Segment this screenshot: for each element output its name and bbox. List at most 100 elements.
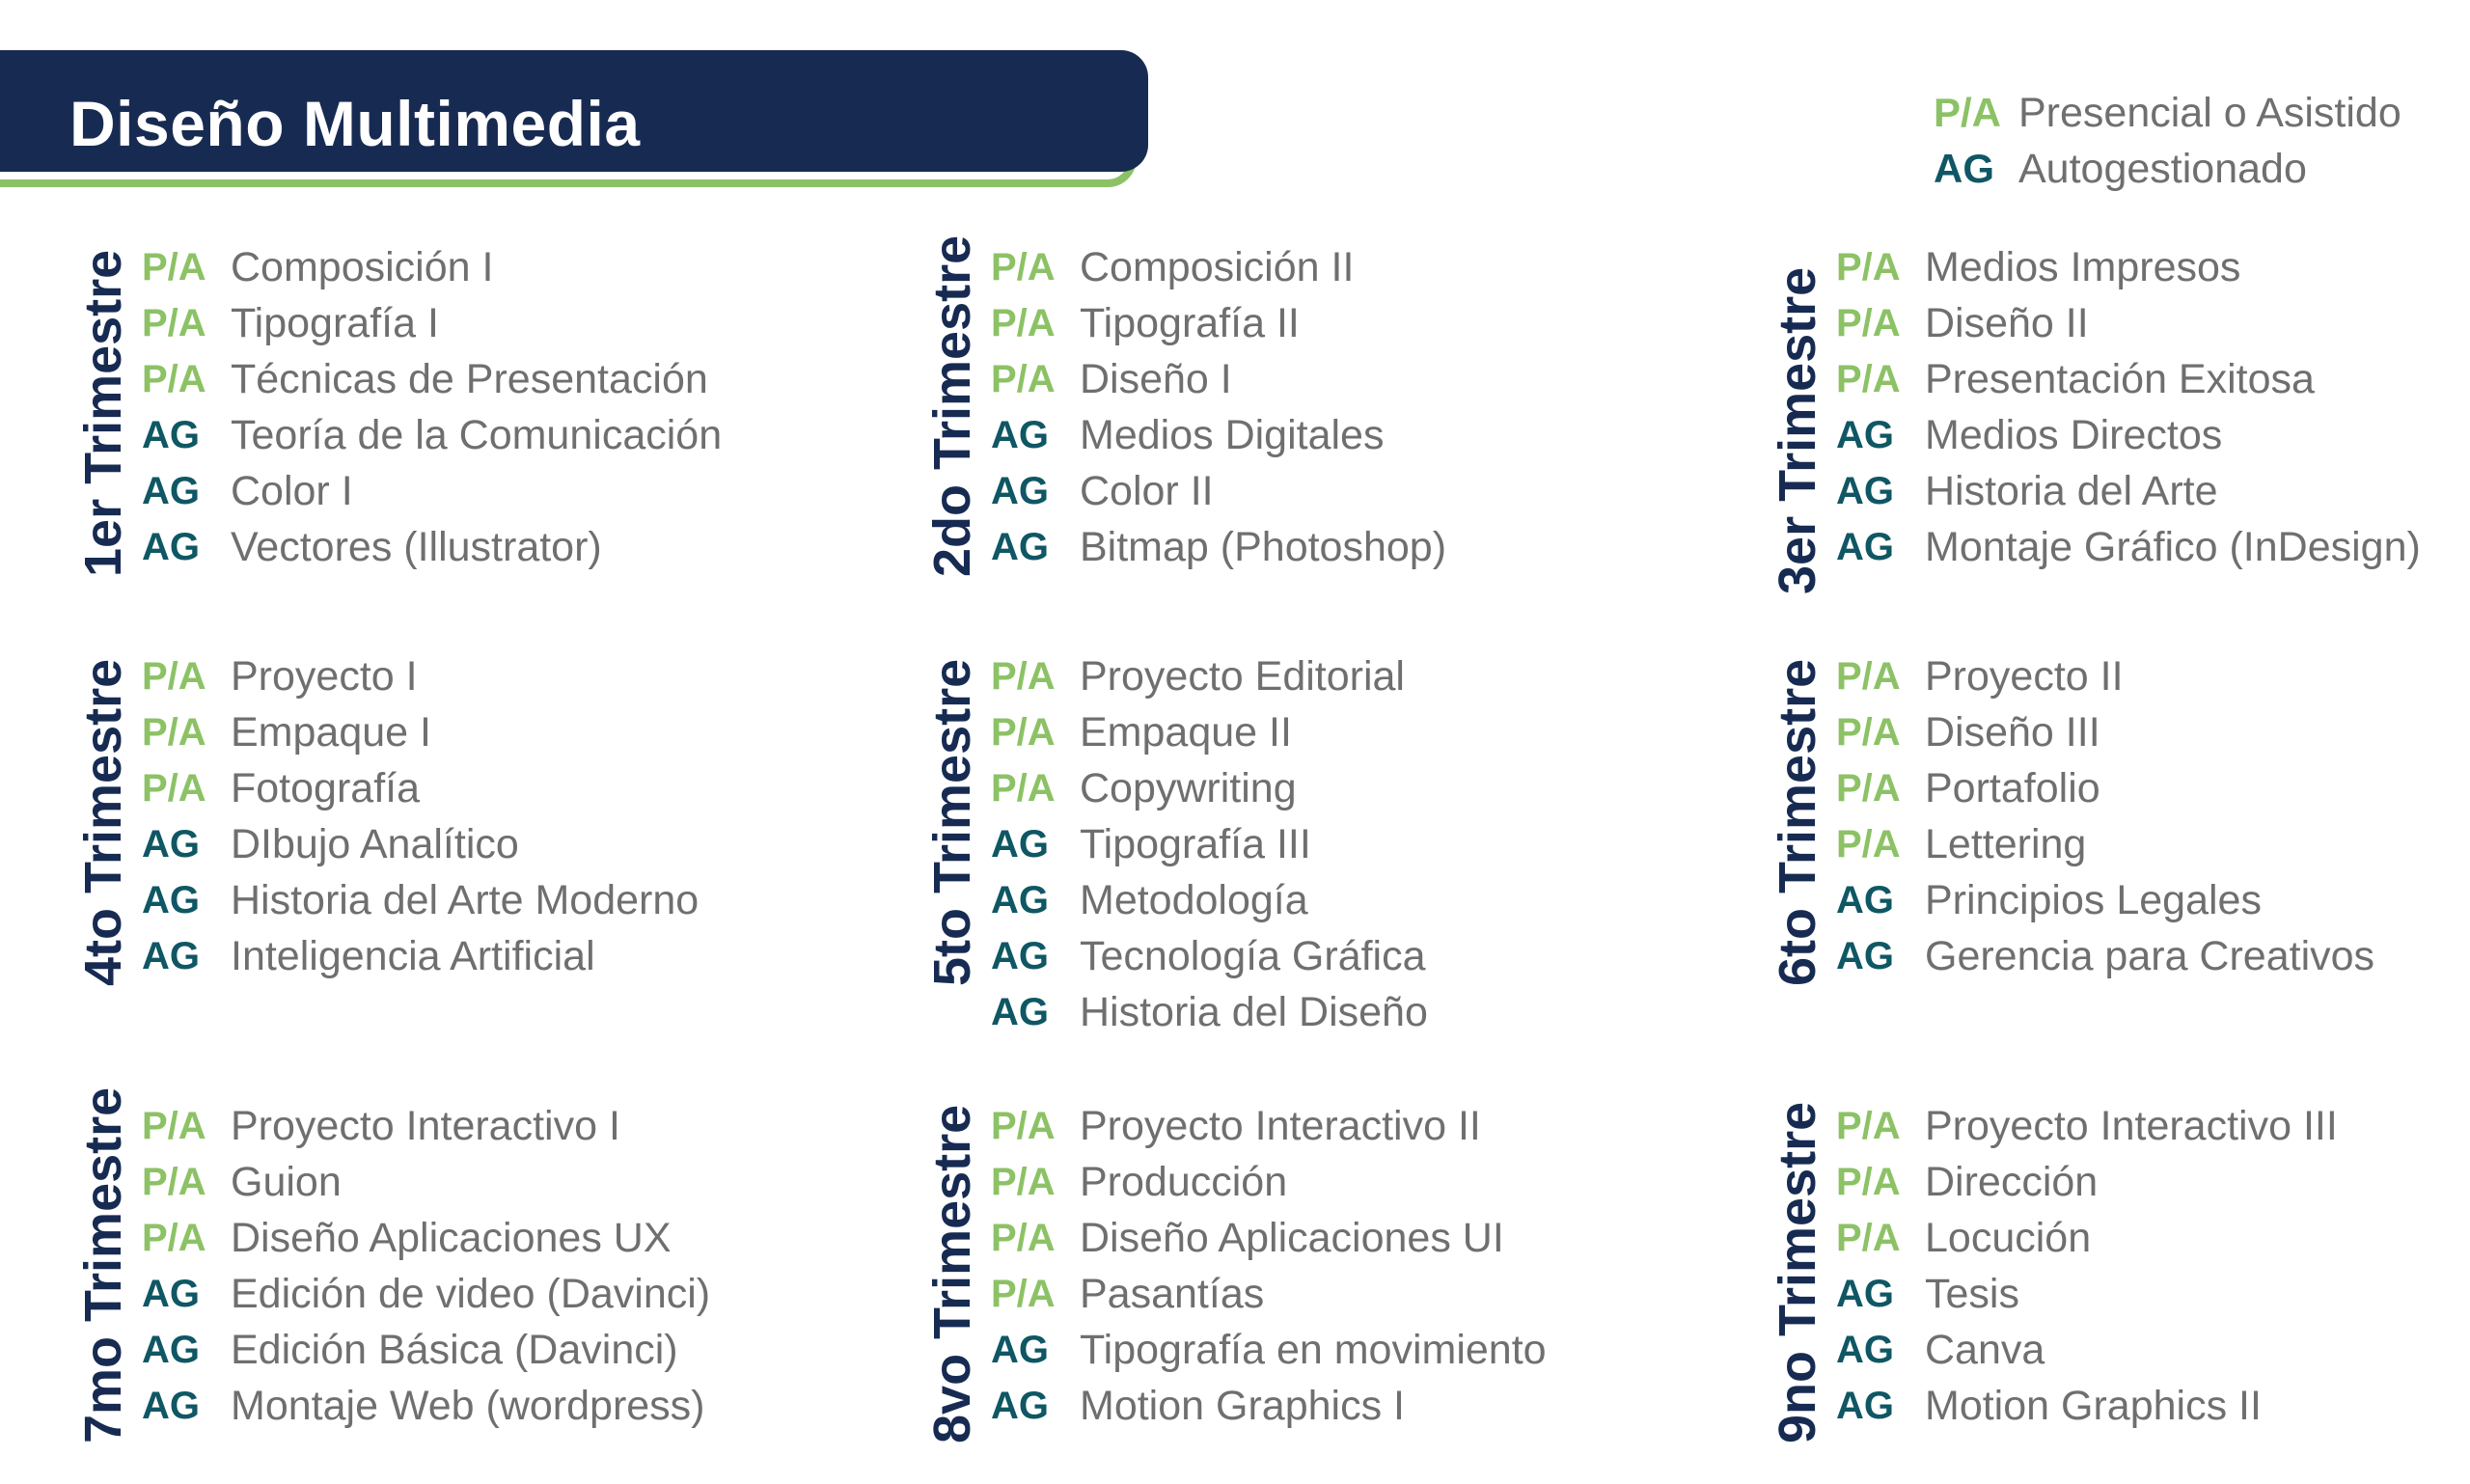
course-name: Color II bbox=[1080, 467, 1214, 514]
course-mode-code: P/A bbox=[991, 301, 1056, 344]
course-item: AG Historia del Diseño bbox=[991, 984, 1428, 1040]
course-name: Motion Graphics II bbox=[1925, 1382, 2262, 1429]
course-name: Inteligencia Artificial bbox=[231, 932, 595, 979]
course-name: DIbujo Analítico bbox=[231, 820, 519, 867]
course-item: AG Montaje Gráfico (InDesign) bbox=[1836, 519, 2421, 575]
course-mode-code: P/A bbox=[991, 1272, 1056, 1315]
course-mode-code: P/A bbox=[142, 1160, 206, 1203]
course-name: Diseño III bbox=[1925, 708, 2100, 756]
course-name: Tesis bbox=[1925, 1270, 2019, 1317]
course-list: P/A Composición I P/A Tipografía I P/A Técnic… bbox=[142, 239, 722, 575]
course-name: Medios Impresos bbox=[1925, 243, 2241, 290]
course-item: P/A Diseño I bbox=[991, 351, 1446, 407]
legend: P/A Presencial o Asistido AG Autogestion… bbox=[1934, 85, 2401, 197]
course-name: Locución bbox=[1925, 1214, 2092, 1261]
course-mode-code: P/A bbox=[142, 245, 206, 289]
course-item: AG Bitmap (Photoshop) bbox=[991, 519, 1446, 575]
quarter-title: 2do Trimestre bbox=[923, 234, 981, 577]
quarter-title: 7mo Trimestre bbox=[74, 1086, 132, 1443]
course-name: Producción bbox=[1080, 1158, 1288, 1205]
course-mode-code: P/A bbox=[991, 1160, 1056, 1203]
course-name: Fotografía bbox=[231, 764, 420, 811]
course-mode-code: AG bbox=[991, 1384, 1049, 1427]
course-item: P/A Pasantías bbox=[991, 1266, 1547, 1322]
course-mode-code: P/A bbox=[142, 1216, 206, 1259]
course-name: Metodología bbox=[1080, 876, 1308, 923]
course-list: P/A Proyecto I P/A Empaque I P/A Fotografía AG… bbox=[142, 648, 699, 984]
course-name: Montaje Web (wordpress) bbox=[231, 1382, 705, 1429]
course-item: AG Edición de video (Davinci) bbox=[142, 1266, 710, 1322]
course-item: AG Motion Graphics I bbox=[991, 1378, 1547, 1434]
course-mode-code: AG bbox=[142, 1384, 200, 1427]
course-mode-code: AG bbox=[142, 413, 200, 456]
course-name: Composición II bbox=[1080, 243, 1355, 290]
course-mode-code: AG bbox=[1836, 934, 1894, 977]
course-mode-code: P/A bbox=[1836, 710, 1901, 754]
course-item: AG Medios Directos bbox=[1836, 407, 2421, 463]
course-item: AG Tesis bbox=[1836, 1266, 2338, 1322]
course-name: Teoría de la Comunicación bbox=[231, 411, 723, 458]
course-item: P/A Técnicas de Presentación bbox=[142, 351, 722, 407]
course-list: P/A Proyecto Editorial P/A Empaque II P/A Cop… bbox=[991, 648, 1428, 1040]
course-item: P/A Diseño III bbox=[1836, 704, 2374, 760]
quarter-title: 5to Trimestre bbox=[923, 658, 981, 986]
course-mode-code: AG bbox=[991, 413, 1049, 456]
header-banner bbox=[0, 50, 1148, 172]
course-name: Tipografía II bbox=[1080, 299, 1300, 346]
course-item: P/A Copywriting bbox=[991, 760, 1428, 816]
legend-item-pa: P/A Presencial o Asistido bbox=[1934, 85, 2401, 141]
course-name: Guion bbox=[231, 1158, 342, 1205]
course-name: Técnicas de Presentación bbox=[231, 355, 708, 402]
course-mode-code: AG bbox=[991, 822, 1049, 866]
course-name: Proyecto I bbox=[231, 652, 418, 700]
course-list: P/A Proyecto Interactivo I P/A Guion P/A Dise… bbox=[142, 1098, 710, 1434]
course-name: Diseño Aplicaciones UX bbox=[231, 1214, 672, 1261]
course-mode-code: AG bbox=[1836, 1328, 1894, 1371]
course-item: P/A Producción bbox=[991, 1154, 1547, 1210]
course-list: P/A Medios Impresos P/A Diseño II P/A Present… bbox=[1836, 239, 2421, 575]
legend-code: AG bbox=[1934, 146, 1994, 191]
course-mode-code: P/A bbox=[991, 357, 1056, 400]
course-mode-code: AG bbox=[142, 1328, 200, 1371]
course-name: Proyecto Interactivo III bbox=[1925, 1102, 2338, 1149]
course-name: Montaje Gráfico (InDesign) bbox=[1925, 523, 2421, 570]
course-item: AG Tecnología Gráfica bbox=[991, 928, 1428, 984]
course-list: P/A Proyecto Interactivo II P/A Producción P… bbox=[991, 1098, 1547, 1434]
course-mode-code: AG bbox=[142, 469, 200, 512]
legend-item-ag: AG Autogestionado bbox=[1934, 141, 2401, 197]
course-list: P/A Proyecto Interactivo III P/A Dirección P… bbox=[1836, 1098, 2338, 1434]
course-mode-code: P/A bbox=[991, 245, 1056, 289]
course-item: P/A Proyecto Interactivo III bbox=[1836, 1098, 2338, 1154]
course-name: Empaque II bbox=[1080, 708, 1292, 756]
course-mode-code: AG bbox=[1836, 525, 1894, 568]
course-item: P/A Tipografía II bbox=[991, 295, 1446, 351]
course-name: Principios Legales bbox=[1925, 876, 2262, 923]
course-item: P/A Diseño Aplicaciones UI bbox=[991, 1210, 1547, 1266]
course-name: Gerencia para Creativos bbox=[1925, 932, 2375, 979]
course-mode-code: P/A bbox=[991, 710, 1056, 754]
course-name: Historia del Arte bbox=[1925, 467, 2218, 514]
course-item: AG Metodología bbox=[991, 872, 1428, 928]
course-mode-code: AG bbox=[142, 525, 200, 568]
course-item: AG Medios Digitales bbox=[991, 407, 1446, 463]
course-mode-code: AG bbox=[991, 878, 1049, 921]
course-mode-code: P/A bbox=[991, 654, 1056, 698]
course-name: Edición de video (Davinci) bbox=[231, 1270, 711, 1317]
course-mode-code: AG bbox=[991, 525, 1049, 568]
course-name: Diseño I bbox=[1080, 355, 1232, 402]
course-name: Canva bbox=[1925, 1326, 2045, 1373]
course-item: AG Principios Legales bbox=[1836, 872, 2374, 928]
course-item: P/A Proyecto Interactivo II bbox=[991, 1098, 1547, 1154]
course-name: Copywriting bbox=[1080, 764, 1297, 811]
course-item: AG Historia del Arte bbox=[1836, 463, 2421, 519]
quarter-title: 4to Trimestre bbox=[74, 658, 132, 986]
course-mode-code: AG bbox=[1836, 469, 1894, 512]
course-item: P/A Lettering bbox=[1836, 816, 2374, 872]
course-name: Empaque I bbox=[231, 708, 431, 756]
course-list: P/A Proyecto II P/A Diseño III P/A Portafolio… bbox=[1836, 648, 2374, 984]
course-item: AG Color I bbox=[142, 463, 722, 519]
course-item: AG Gerencia para Creativos bbox=[1836, 928, 2374, 984]
course-name: Tipografía I bbox=[231, 299, 439, 346]
course-item: P/A Proyecto Editorial bbox=[991, 648, 1428, 704]
course-item: P/A Proyecto Interactivo I bbox=[142, 1098, 710, 1154]
